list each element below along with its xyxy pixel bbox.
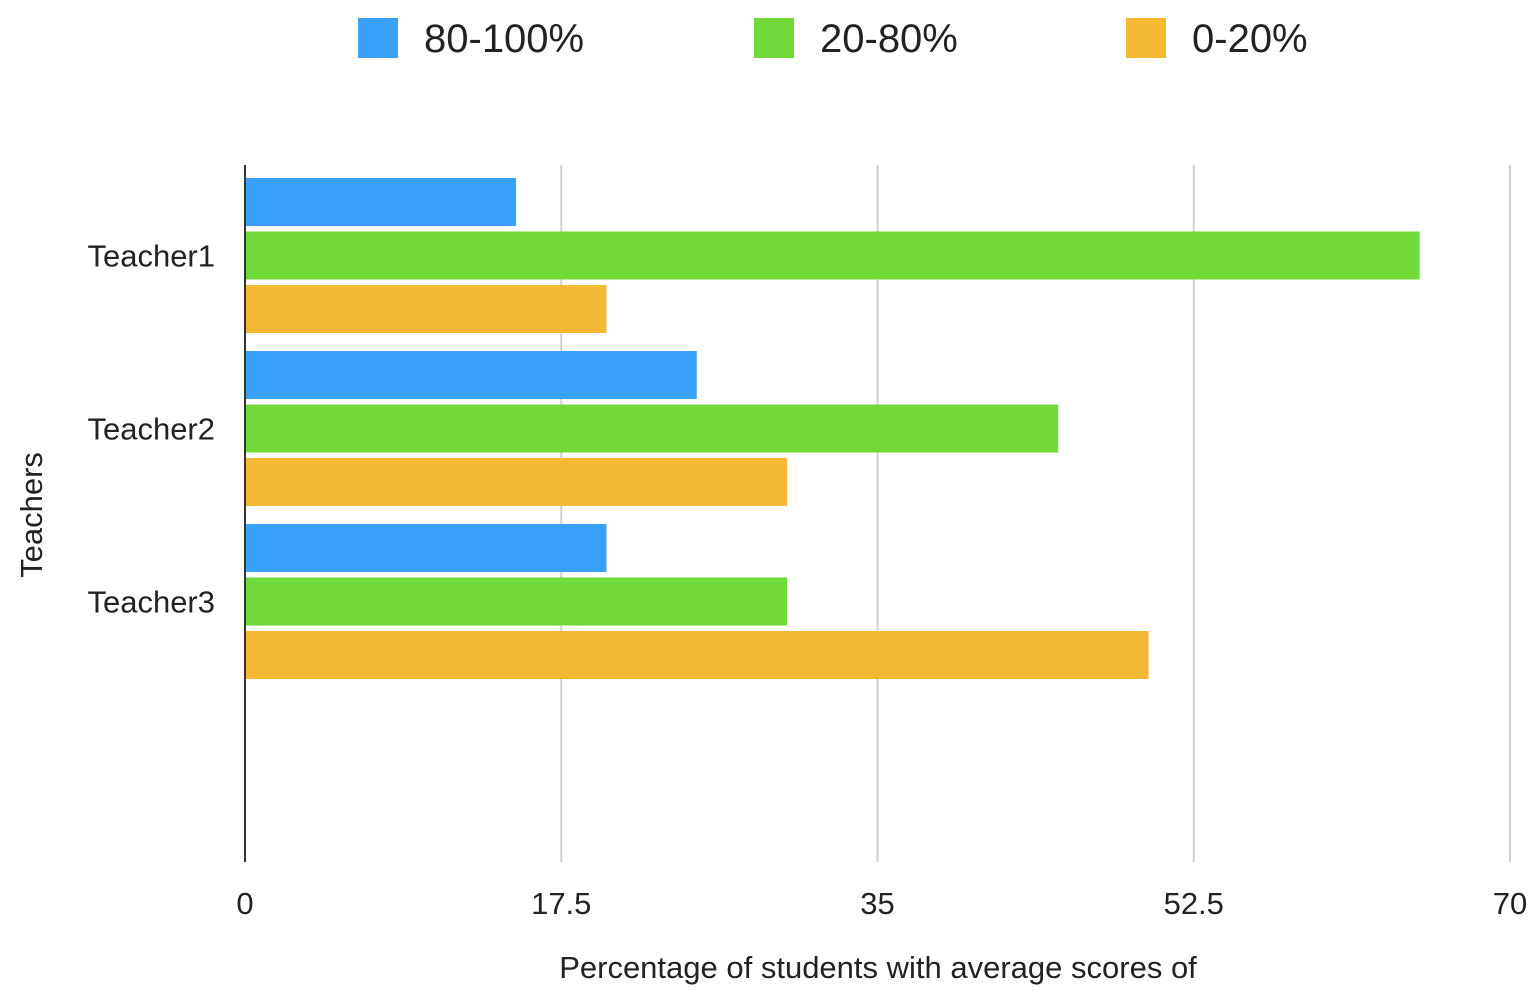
legend-swatch-20-80 xyxy=(754,18,794,58)
x-tick-label-0: 0 xyxy=(236,886,253,921)
legend: 80-100% 20-80% 0-20% xyxy=(358,17,1308,61)
x-tick-label-70: 70 xyxy=(1493,886,1527,921)
y-axis-title: Teachers xyxy=(14,452,49,578)
x-tick-label-52-5: 52.5 xyxy=(1164,886,1224,921)
bar-teacher2-0-20 xyxy=(245,458,787,506)
bars xyxy=(245,178,1420,679)
legend-label-20-80: 20-80% xyxy=(820,17,958,61)
bar-teacher1-80-100 xyxy=(245,178,516,226)
legend-swatch-80-100 xyxy=(358,18,398,58)
bar-teacher1-0-20 xyxy=(245,285,606,333)
bar-teacher3-20-80 xyxy=(245,578,787,626)
x-tick-label-17-5: 17.5 xyxy=(531,886,591,921)
bar-teacher2-20-80 xyxy=(245,405,1058,453)
category-label-teacher3: Teacher3 xyxy=(87,585,215,620)
bar-teacher2-80-100 xyxy=(245,351,697,399)
bar-teacher1-20-80 xyxy=(245,232,1420,280)
category-label-teacher1: Teacher1 xyxy=(87,239,215,274)
bar-teacher3-80-100 xyxy=(245,524,606,572)
legend-swatch-0-20 xyxy=(1126,18,1166,58)
category-label-teacher2: Teacher2 xyxy=(87,412,215,447)
legend-label-80-100: 80-100% xyxy=(424,17,584,61)
legend-label-0-20: 0-20% xyxy=(1192,17,1308,61)
x-tick-label-35: 35 xyxy=(860,886,894,921)
x-axis-title: Percentage of students with average scor… xyxy=(559,950,1197,985)
bar-teacher3-0-20 xyxy=(245,631,1149,679)
